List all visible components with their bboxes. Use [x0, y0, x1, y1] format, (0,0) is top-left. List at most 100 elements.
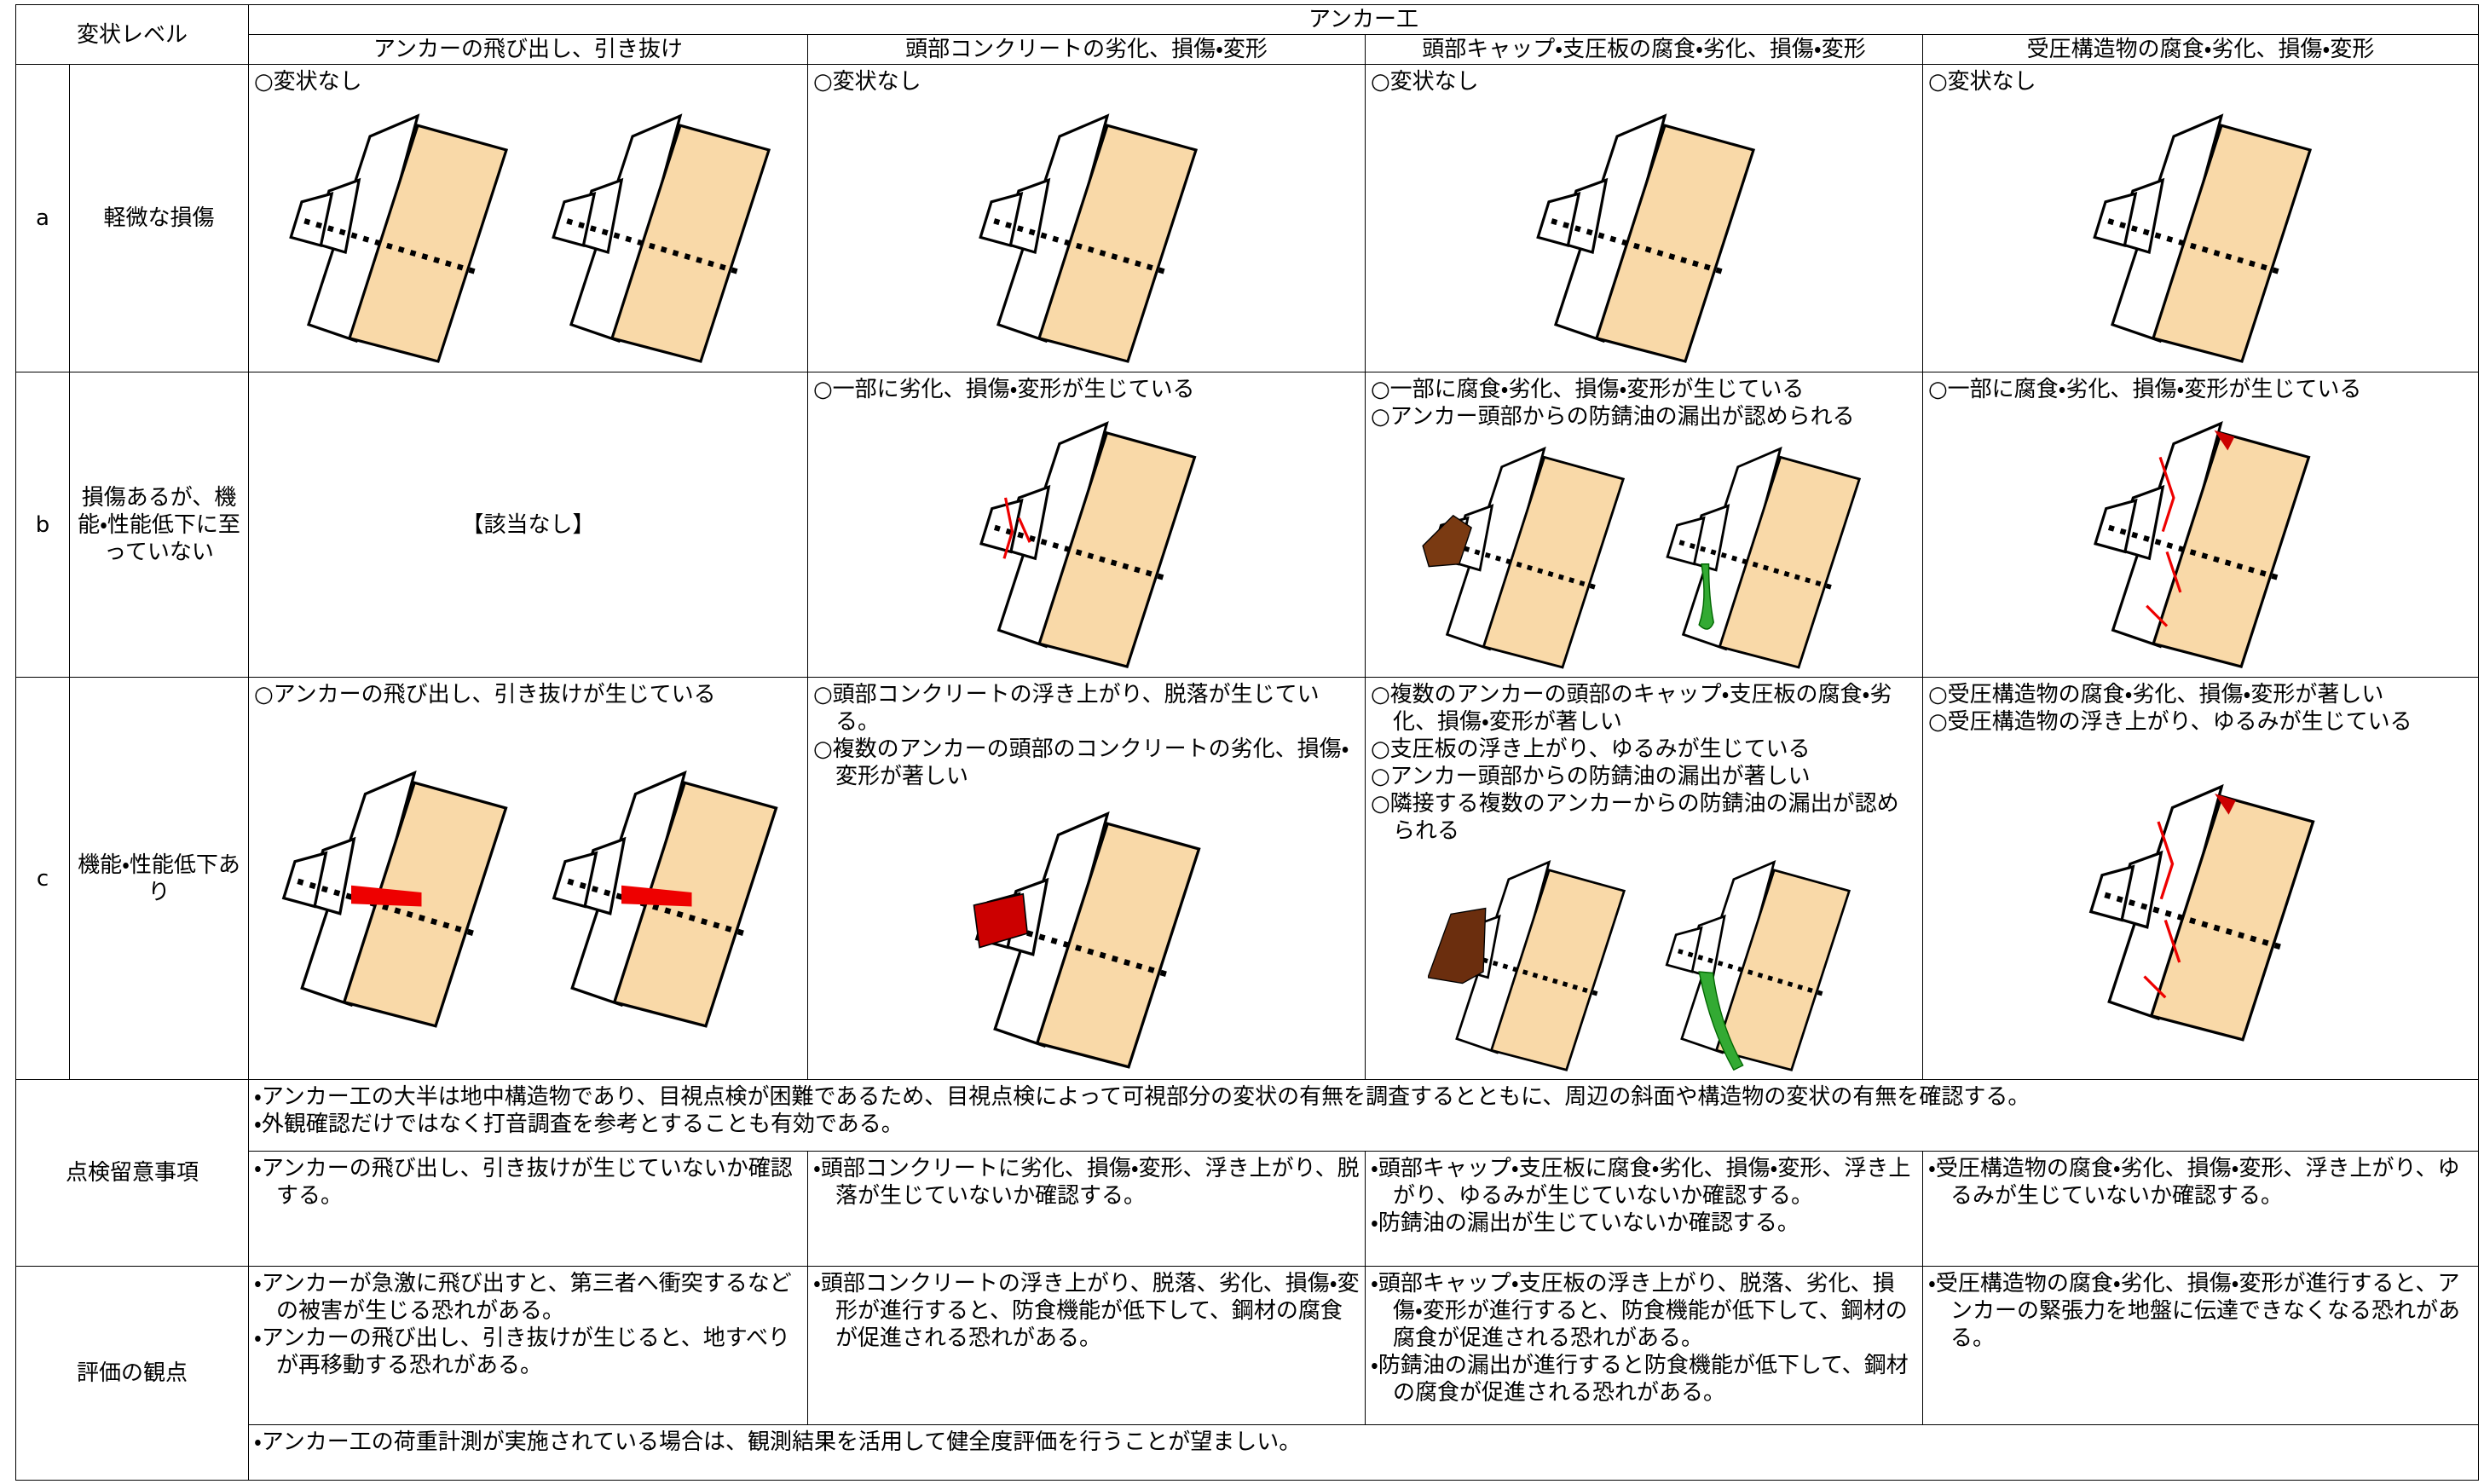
- note-text: ・頭部キャップ・支圧板に腐食・劣化、損傷・変形、浮き上がり、ゆるみが生じていない…: [1371, 1156, 1911, 1209]
- inspection-common: ・アンカー工の大半は地中構造物であり、目視点検が困難であるため、目視点検によって…: [248, 1079, 2479, 1152]
- level-text: c: [36, 865, 49, 892]
- anchor-diagram: [973, 793, 1213, 1074]
- evaluation-common: ・アンカー工の荷重計測が実施されている場合は、観測結果を活用して健全度評価を行う…: [248, 1424, 2479, 1481]
- condition-text: ○受圧構造物の腐食・劣化、損傷・変形が著しい: [1928, 682, 2384, 707]
- level-label-text: 損傷あるが、機能・性能低下に至っていない: [78, 484, 240, 565]
- condition-text: ○変状なし: [813, 69, 921, 95]
- condition-cell: 【該当なし】: [248, 372, 808, 678]
- note-text: ・外観確認だけではなく打音調査を参考とすることも有効である。: [254, 1112, 904, 1137]
- condition-text: 【該当なし】: [461, 511, 595, 538]
- note-text: ・アンカーが急激に飛び出すと、第三者へ衝突するなどの被害が生じる恐れがある。: [254, 1271, 792, 1324]
- note-text: ・頭部コンクリートの浮き上がり、脱落、劣化、損傷・変形が進行すると、防食機能が低…: [813, 1271, 1360, 1351]
- inspection-title: 点検留意事項: [15, 1079, 249, 1267]
- header-text: 受圧構造物の腐食・劣化、損傷・変形: [2026, 37, 2375, 62]
- condition-text: ○複数のアンカーの頭部のキャップ・支圧板の腐食・劣化、損傷・変形が著しい: [1371, 682, 1892, 735]
- condition-cell: ○複数のアンカーの頭部のキャップ・支圧板の腐食・劣化、損傷・変形が著しい ○支圧板…: [1365, 677, 1923, 1080]
- column-header: アンカーの飛び出し、引き抜け: [248, 34, 808, 65]
- condition-text: ○変状なし: [254, 69, 362, 95]
- level-label: 損傷あるが、機能・性能低下に至っていない: [69, 372, 249, 678]
- note-text: ・受圧構造物の腐食・劣化、損傷・変形が進行すると、アンカーの緊張力を地盤に伝達で…: [1928, 1271, 2461, 1351]
- anchor-diagram: [965, 403, 1208, 673]
- note-text: ・防錆油の漏出が進行すると防食機能が低下して、鋼材の腐食が促進される恐れがある。: [1371, 1353, 1909, 1406]
- condition-text: ○頭部コンクリートの浮き上がり、脱落が生じている。: [813, 682, 1320, 735]
- diagram-area: [1928, 403, 2473, 673]
- condition-cell: ○変状なし: [1922, 64, 2479, 372]
- condition-text: ○変状なし: [1928, 69, 2036, 95]
- diagram-area: [254, 708, 802, 1076]
- note-text: ・アンカーの飛び出し、引き抜けが生じていないか確認する。: [254, 1156, 793, 1209]
- anchor-diagram: [274, 95, 520, 368]
- evaluation-title: 評価の観点: [15, 1266, 249, 1481]
- section-title: 点検留意事項: [65, 1160, 199, 1186]
- anchor-diagram: [1522, 95, 1767, 368]
- anchor-diagram: [964, 95, 1210, 368]
- level-text: b: [35, 511, 50, 538]
- evaluation-cell: ・受圧構造物の腐食・劣化、損傷・変形が進行すると、アンカーの緊張力を地盤に伝達で…: [1922, 1266, 2479, 1425]
- anchor-diagram: [537, 95, 783, 368]
- level-header: 変状レベル: [15, 4, 249, 65]
- condition-text: ○隣接する複数のアンカーからの防錆油の漏出が認められる: [1371, 791, 1899, 844]
- note-text: ・アンカー工の大半は地中構造物であり、目視点検が困難であるため、目視点検によって…: [254, 1084, 2031, 1110]
- diagram-area: [254, 95, 802, 368]
- condition-text: ○アンカー頭部からの防錆油の漏出が著しい: [1371, 764, 1811, 789]
- diagram-area: [1371, 95, 1917, 368]
- diagram-area: [813, 95, 1360, 368]
- header-text: アンカー工: [1308, 7, 1418, 32]
- diagram-area: [1371, 430, 1917, 673]
- condition-cell: ○一部に腐食・劣化、損傷・変形が生じている: [1922, 372, 2479, 678]
- level-text: a: [36, 205, 49, 231]
- condition-text: ○一部に腐食・劣化、損傷・変形が生じている: [1928, 377, 2362, 402]
- header-text: 頭部キャップ・支圧板の腐食・劣化、損傷・変形: [1422, 37, 1866, 62]
- condition-cell: ○頭部コンクリートの浮き上がり、脱落が生じている。 ○複数のアンカーの頭部のコンク…: [807, 677, 1366, 1080]
- anchor-diagram: [537, 752, 790, 1033]
- note-text: ・頭部コンクリートに劣化、損傷・変形、浮き上がり、脱落が生じていないか確認する。: [813, 1156, 1360, 1209]
- level-cell: b: [15, 372, 70, 678]
- group-header: アンカー工: [248, 4, 2479, 35]
- evaluation-cell: ・頭部コンクリートの浮き上がり、脱落、劣化、損傷・変形が進行すると、防食機能が低…: [807, 1266, 1366, 1425]
- condition-cell: ○アンカーの飛び出し、引き抜けが生じている: [248, 677, 808, 1080]
- header-text: 変状レベル: [76, 21, 188, 48]
- level-label: 機能・性能低下あり: [69, 677, 249, 1080]
- anchor-diagram: [2074, 765, 2327, 1047]
- condition-text: ○支圧板の浮き上がり、ゆるみが生じている: [1371, 736, 1811, 762]
- anchor-diagram: [2078, 95, 2324, 368]
- level-label-text: 軽微な損傷: [103, 205, 215, 231]
- evaluation-cell: ・アンカーが急激に飛び出すと、第三者へ衝突するなどの被害が生じる恐れがある。 ・ア…: [248, 1266, 808, 1425]
- section-title: 評価の観点: [76, 1360, 188, 1386]
- anchor-diagram: [267, 752, 520, 1033]
- level-label: 軽微な損傷: [69, 64, 249, 372]
- condition-text: ○複数のアンカーの頭部のコンクリートの劣化、損傷・変形が著しい: [813, 736, 1349, 789]
- anchor-diagram: [2079, 403, 2322, 673]
- condition-cell: ○変状なし: [248, 64, 808, 372]
- condition-text: ○変状なし: [1371, 69, 1479, 95]
- level-cell: a: [15, 64, 70, 372]
- level-cell: c: [15, 677, 70, 1080]
- inspection-cell: ・頭部キャップ・支圧板に腐食・劣化、損傷・変形、浮き上がり、ゆるみが生じていない…: [1365, 1151, 1923, 1267]
- column-header: 頭部コンクリートの劣化、損傷・変形: [807, 34, 1366, 65]
- diagram-area: [1928, 95, 2473, 368]
- header-text: アンカーの飛び出し、引き抜け: [373, 37, 683, 62]
- note-text: ・アンカーの飛び出し、引き抜けが生じると、地すべりが再移動する恐れがある。: [254, 1325, 790, 1378]
- condition-cell: ○受圧構造物の腐食・劣化、損傷・変形が著しい ○受圧構造物の浮き上がり、ゆるみが生…: [1922, 677, 2479, 1080]
- note-text: ・防錆油の漏出が生じていないか確認する。: [1371, 1210, 1799, 1236]
- diagram-area: [813, 403, 1360, 673]
- inspection-cell: ・頭部コンクリートに劣化、損傷・変形、浮き上がり、脱落が生じていないか確認する。: [807, 1151, 1366, 1267]
- condition-cell: ○一部に劣化、損傷・変形が生じている: [807, 372, 1366, 678]
- inspection-cell: ・受圧構造物の腐食・劣化、損傷・変形、浮き上がり、ゆるみが生じていないか確認する…: [1922, 1151, 2479, 1267]
- condition-text: ○受圧構造物の浮き上がり、ゆるみが生じている: [1928, 709, 2412, 735]
- diagram-area: [813, 790, 1360, 1076]
- level-label-text: 機能・性能低下あり: [78, 852, 240, 905]
- condition-text: ○アンカー頭部からの防錆油の漏出が認められる: [1371, 404, 1855, 430]
- diagram-area: [1371, 845, 1917, 1076]
- column-header: 頭部キャップ・支圧板の腐食・劣化、損傷・変形: [1365, 34, 1923, 65]
- note-text: ・受圧構造物の腐食・劣化、損傷・変形、浮き上がり、ゆるみが生じていないか確認する…: [1928, 1156, 2460, 1209]
- evaluation-cell: ・頭部キャップ・支圧板の浮き上がり、脱落、劣化、損傷・変形が進行すると、防食機能…: [1365, 1266, 1923, 1425]
- condition-text: ○一部に劣化、損傷・変形が生じている: [813, 377, 1195, 402]
- anchor-diagram: [1653, 430, 1872, 673]
- column-header: 受圧構造物の腐食・劣化、損傷・変形: [1922, 34, 2479, 65]
- condition-cell: ○変状なし: [1365, 64, 1923, 372]
- condition-text: ○一部に腐食・劣化、損傷・変形が生じている: [1371, 377, 1805, 402]
- condition-cell: ○変状なし: [807, 64, 1366, 372]
- anchor-diagram: [1653, 845, 1861, 1076]
